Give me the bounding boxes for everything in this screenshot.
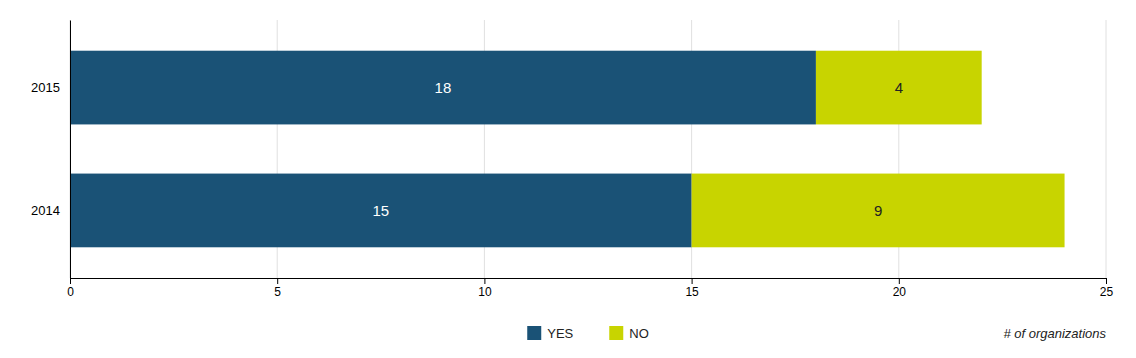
tick: 20 (893, 278, 907, 299)
legend-swatch (609, 326, 623, 340)
grid-line (70, 20, 71, 278)
tick: 2014 (31, 203, 70, 218)
data-label: 18 (435, 79, 452, 96)
tick-label: 2015 (31, 80, 60, 95)
tick-mark (70, 278, 71, 284)
data-label-series: 49 (874, 79, 903, 219)
grid (70, 20, 1106, 278)
tick-mark (1106, 278, 1107, 284)
tick-mark (692, 278, 693, 284)
tick-mark (484, 278, 485, 284)
data-label: 9 (874, 202, 882, 219)
tick: 2015 (31, 80, 70, 95)
x-axis: 0 5 10 15 20 25 (67, 278, 1113, 299)
grid-line (1106, 20, 1107, 278)
chart-container: 051015202520152014181549YESNO# of organi… (0, 0, 1136, 358)
tick-label: 20 (893, 285, 907, 299)
tick-mark (277, 278, 278, 284)
data-label-series: 1815 (372, 79, 451, 219)
plot: 051015202520152014181549 (31, 20, 1113, 299)
data-label: 4 (895, 79, 903, 96)
tick-label: 0 (67, 285, 74, 299)
bar (816, 51, 982, 125)
tick-label: 5 (274, 285, 281, 299)
axis-line (70, 21, 71, 279)
data-label: 15 (372, 202, 389, 219)
bar (70, 174, 692, 248)
tick-label: 10 (478, 285, 492, 299)
annotation: # of organizations (1003, 326, 1106, 341)
chart: 051015202520152014181549YESNO# of organi… (0, 0, 1136, 358)
tick: 5 (274, 278, 281, 299)
tick: 15 (685, 278, 699, 299)
y-axis: 2015 2014 (31, 21, 70, 279)
tick: 0 (67, 278, 74, 299)
bar (70, 51, 816, 125)
bar-series (692, 51, 1065, 248)
tick: 10 (478, 278, 492, 299)
tick-mark (899, 278, 900, 284)
legend-label: YES (547, 326, 573, 341)
bars (70, 51, 1065, 248)
data-labels: 181549 (372, 79, 903, 219)
legend: YES NO (527, 326, 649, 341)
axis-line (71, 279, 1107, 285)
legend-label: NO (629, 326, 649, 341)
tick: 25 (1100, 278, 1114, 299)
legend-item: YES (527, 326, 573, 341)
tick-label: 2014 (31, 203, 60, 218)
bar (692, 174, 1065, 248)
legend-item: NO (609, 326, 649, 341)
legend-swatch (527, 326, 541, 340)
tick-label: 25 (1100, 285, 1114, 299)
tick-label: 15 (685, 285, 699, 299)
